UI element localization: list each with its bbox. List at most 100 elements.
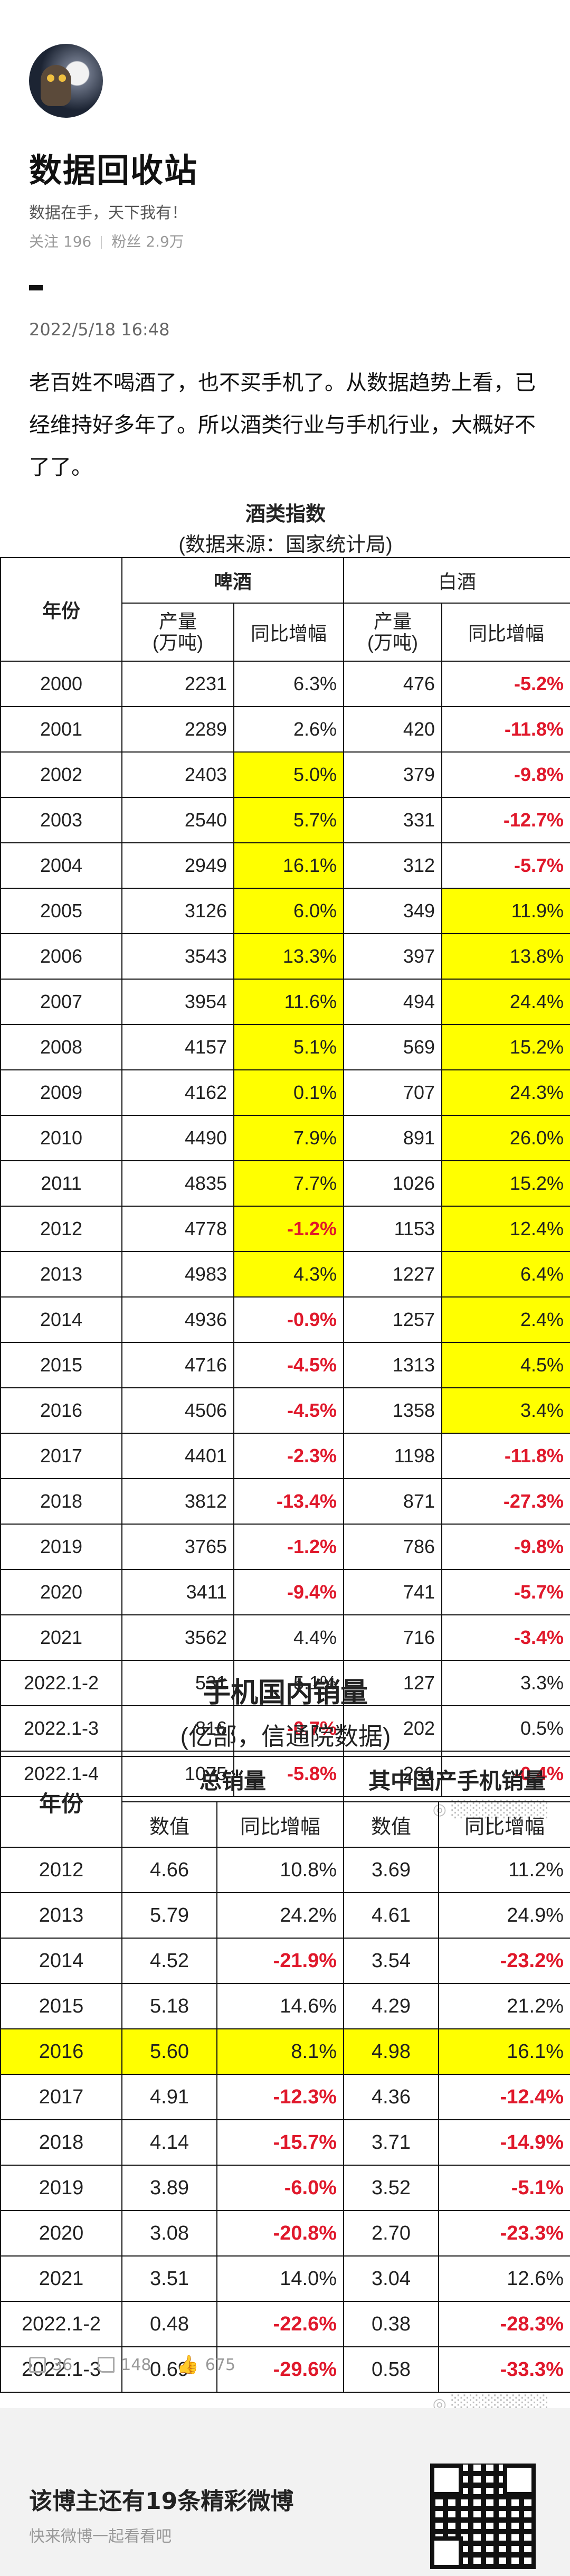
domestic-value-cell: 2.70	[343, 2210, 439, 2257]
baijiu-prod-cell: 741	[343, 1569, 442, 1615]
table-row: 2001 2289 2.6% 420 -11.8%	[0, 706, 570, 753]
total-value-cell: 3.08	[121, 2210, 217, 2257]
baijiu-yoy-cell: -27.3%	[441, 1478, 570, 1525]
year-cell: 2013	[0, 1251, 122, 1298]
domestic-yoy-cell: 16.1%	[438, 2028, 570, 2075]
total-value-cell: 0.69	[121, 2346, 217, 2393]
profile-name[interactable]: 数据回收站	[29, 151, 198, 190]
qr-code[interactable]	[430, 2464, 536, 2569]
baijiu-yoy-cell: -5.2%	[441, 661, 570, 707]
baijiu-prod-cell: 312	[343, 842, 442, 889]
domestic-value-cell: 0.38	[343, 2301, 439, 2347]
qr-corner	[430, 2464, 463, 2496]
year-cell: 2012	[0, 1847, 122, 1893]
beer-yoy-cell: 4.4%	[233, 1614, 344, 1661]
post-time: 2022/5/18 16:48	[29, 319, 170, 340]
year-cell: 2019	[0, 1524, 122, 1570]
like-count: 675	[205, 2355, 236, 2374]
domestic-value-cell: 4.98	[343, 2028, 439, 2075]
beer-yoy-cell: 2.6%	[233, 706, 344, 753]
domestic-yoy-cell: 21.2%	[438, 1983, 570, 2029]
baijiu-prod-cell: 1153	[343, 1206, 442, 1252]
year-cell: 2014	[0, 1296, 122, 1343]
beer-yoy-cell: -1.2%	[233, 1524, 344, 1570]
beer-yoy-cell: -4.5%	[233, 1342, 344, 1388]
baijiu-yoy-cell: -11.8%	[441, 706, 570, 753]
share-count: 36	[52, 2355, 73, 2374]
table-row: 2021 3.51 14.0% 3.04 12.6%	[0, 2255, 570, 2302]
baijiu-prod-cell: 420	[343, 706, 442, 753]
table-row: 2011 4835 7.7% 1026 15.2%	[0, 1160, 570, 1207]
beer-prod-cell: 2231	[121, 661, 234, 707]
footer-banner[interactable]: 该博主还有19条精彩微博 快来微博一起看看吧	[0, 2408, 570, 2576]
share-button[interactable]: 36	[29, 2356, 72, 2374]
baijiu-yoy-cell: 13.8%	[441, 933, 570, 980]
table-row: 2000 2231 6.3% 476 -5.2%	[0, 661, 570, 707]
yoy-header: 同比增幅	[216, 1801, 344, 1848]
beer-header: 啤酒	[121, 557, 344, 604]
table-row: 2010 4490 7.9% 891 26.0%	[0, 1115, 570, 1161]
table-row: 2015 5.18 14.6% 4.29 21.2%	[0, 1983, 570, 2029]
baijiu-yoy-cell: 3.3%	[441, 1660, 570, 1706]
domestic-yoy-cell: -23.2%	[438, 1938, 570, 1984]
qr-corner	[430, 2536, 463, 2569]
year-cell: 2019	[0, 2165, 122, 2211]
baijiu-prod-cell: 127	[343, 1660, 442, 1706]
beer-prod-cell: 2949	[121, 842, 234, 889]
total-yoy-cell: 10.8%	[216, 1847, 344, 1893]
table-row: 2014 4.52 -21.9% 3.54 -23.2%	[0, 1938, 570, 1984]
total-value-cell: 4.91	[121, 2074, 217, 2120]
table-row: 2007 3954 11.6% 494 24.4%	[0, 979, 570, 1025]
table-row: 2018 4.14 -15.7% 3.71 -14.9%	[0, 2119, 570, 2166]
baijiu-yoy-cell: -5.7%	[441, 1569, 570, 1615]
total-value-cell: 4.14	[121, 2119, 217, 2166]
baijiu-prod-cell: 349	[343, 888, 442, 934]
alcohol-table: 酒类指数 (数据来源：国家统计局) 年份 啤酒 白酒 产量 (万吨) 同比增幅 产…	[0, 495, 570, 1822]
baijiu-yoy-cell: 26.0%	[441, 1115, 570, 1161]
year-cell: 2022.1-2	[0, 1660, 122, 1706]
table-row: 2018 3812 -13.4% 871 -27.3%	[0, 1478, 570, 1525]
beer-prod-cell: 2540	[121, 797, 234, 843]
beer-prod-cell: 3543	[121, 933, 234, 980]
domestic-yoy-cell: -33.3%	[438, 2346, 570, 2393]
beer-prod-cell: 3411	[121, 1569, 234, 1615]
total-yoy-cell: -20.8%	[216, 2210, 344, 2257]
year-cell: 2009	[0, 1069, 122, 1116]
total-yoy-cell: -15.7%	[216, 2119, 344, 2166]
table-row: 2003 2540 5.7% 331 -12.7%	[0, 797, 570, 843]
table-row: 2012 4778 -1.2% 1153 12.4%	[0, 1206, 570, 1252]
year-cell: 2008	[0, 1024, 122, 1070]
year-cell: 2014	[0, 1938, 122, 1984]
fans-count[interactable]: 粉丝 2.9万	[111, 233, 184, 250]
owl-eye-icon	[47, 74, 54, 82]
year-cell: 2016	[0, 2028, 122, 2075]
beer-yoy-cell: -13.4%	[233, 1478, 344, 1525]
baijiu-yoy-cell: 4.5%	[441, 1342, 570, 1388]
comment-button[interactable]: 148	[98, 2356, 151, 2374]
beer-prod-cell: 4490	[121, 1115, 234, 1161]
prod-label: 产量	[158, 610, 197, 632]
value-header: 数值	[343, 1801, 439, 1848]
year-cell: 2021	[0, 2255, 122, 2302]
total-yoy-cell: -29.6%	[216, 2346, 344, 2393]
prod-unit: (万吨)	[153, 632, 203, 653]
avatar[interactable]	[29, 44, 103, 118]
table-title: 酒类指数	[245, 503, 326, 525]
year-cell: 2017	[0, 2074, 122, 2120]
domestic-yoy-cell: -23.3%	[438, 2210, 570, 2257]
baijiu-prod-cell: 331	[343, 797, 442, 843]
beer-yoy-cell: 16.1%	[233, 842, 344, 889]
baijiu-yoy-cell: 24.4%	[441, 979, 570, 1025]
domestic-value-cell: 3.52	[343, 2165, 439, 2211]
beer-prod-cell: 3954	[121, 979, 234, 1025]
like-button[interactable]: 👍 675	[176, 2354, 235, 2375]
follow-count[interactable]: 关注 196	[29, 233, 92, 250]
table-row: 2019 3765 -1.2% 786 -9.8%	[0, 1524, 570, 1570]
year-cell: 2018	[0, 2119, 122, 2166]
baijiu-prod-cell: 1358	[343, 1387, 442, 1434]
total-yoy-cell: 24.2%	[216, 1892, 344, 1939]
beer-yoy-cell: -4.5%	[233, 1387, 344, 1434]
divider	[29, 285, 43, 290]
total-value-cell: 0.48	[121, 2301, 217, 2347]
table-row: 2016 5.60 8.1% 4.98 16.1%	[0, 2028, 570, 2075]
